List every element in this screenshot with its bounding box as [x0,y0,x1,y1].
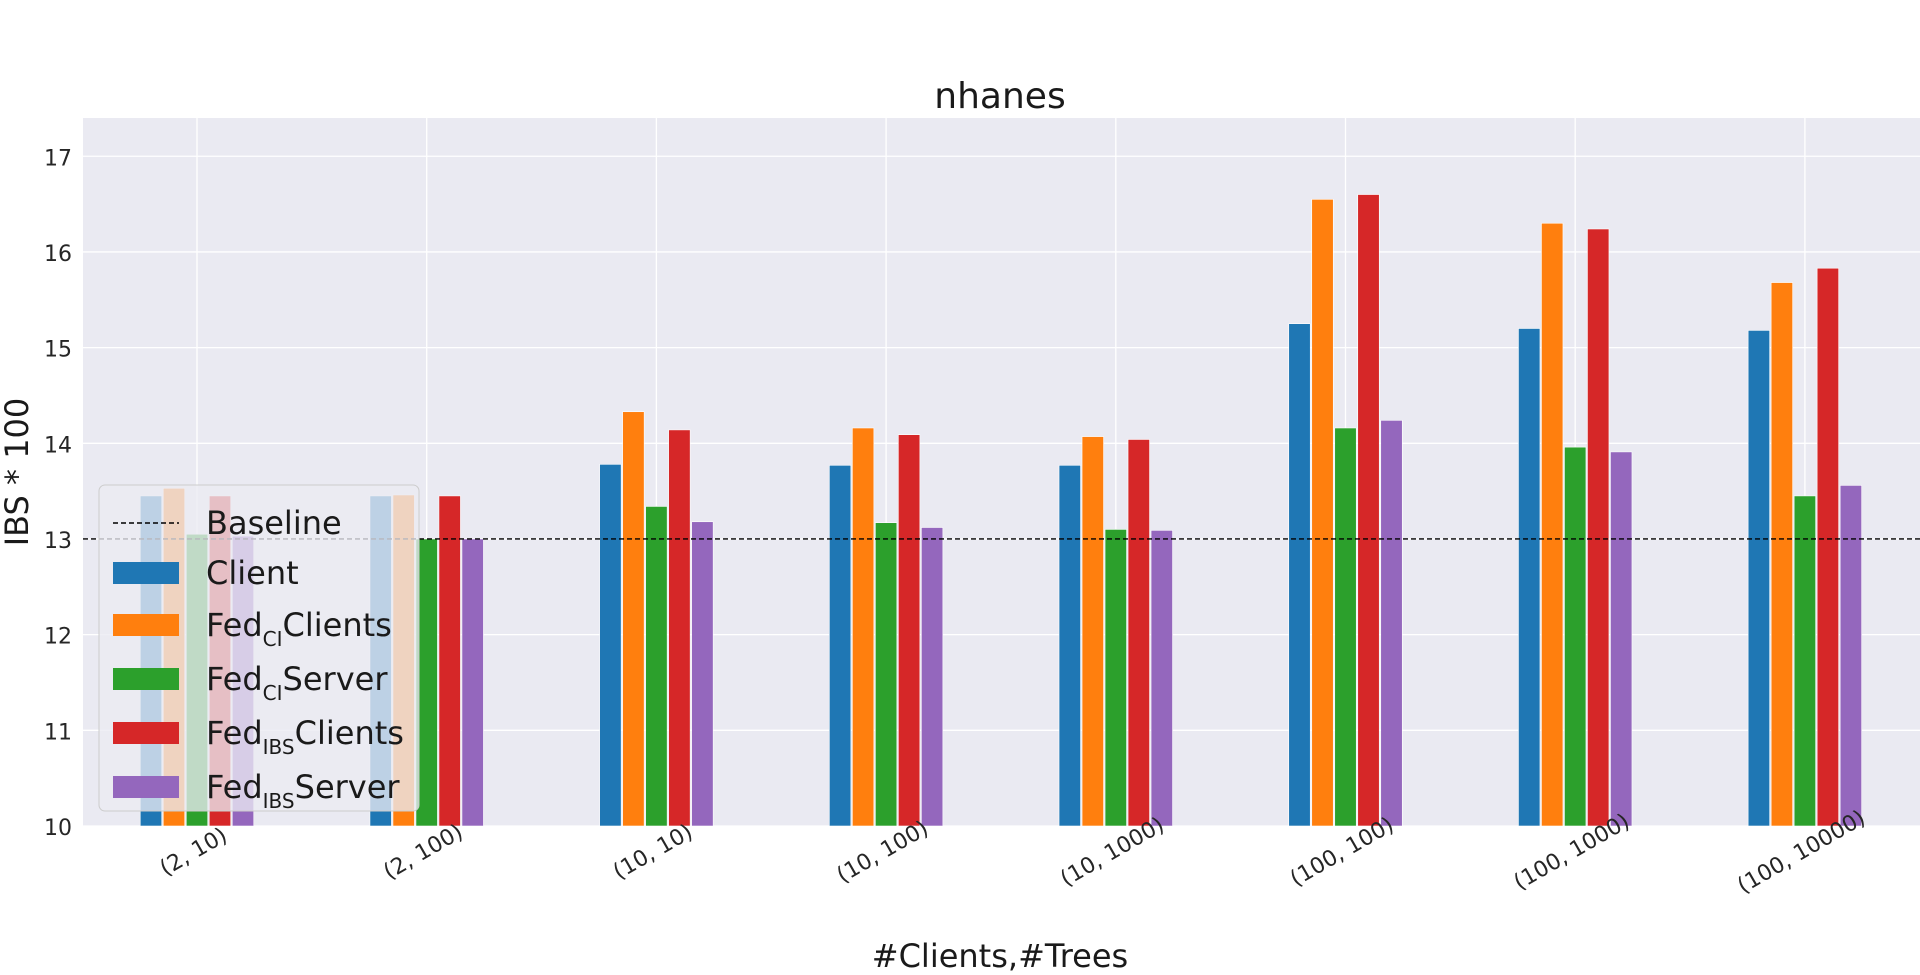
legend-label-baseline: Baseline [206,504,342,542]
x-tick-label: (2, 10) [156,823,232,881]
y-tick-label: 16 [44,242,72,267]
legend: Baseline Client FedCIClients FedCIServer Fed… [98,484,420,813]
bar-client-5 [1288,323,1311,827]
bar-fedciserver-3 [875,522,898,827]
bar-fedibsserver-6 [1610,451,1633,827]
y-tick-label: 11 [44,720,72,745]
bar-fedciserver-2 [645,506,668,827]
bar-fedibsserver-7 [1839,485,1862,827]
y-tick-label: 14 [44,433,72,458]
y-axis-label: IBS * 100 [0,398,36,547]
legend-label-fedibsserver: FedIBSServer [206,768,400,813]
bar-client-4 [1058,465,1081,827]
bar-fedibsclients-5 [1357,194,1380,827]
bar-fedciclients-3 [852,427,875,827]
legend-handle-fedibsserver [113,776,179,798]
bar-client-6 [1518,328,1541,827]
bar-fedciserver-4 [1104,529,1127,827]
bar-fedciclients-5 [1311,199,1334,827]
y-tick-label: 15 [44,338,72,363]
bar-fedciserver-6 [1564,446,1587,827]
x-axis-label: #Clients,#Trees [872,937,1128,975]
bar-client-7 [1747,330,1770,827]
bar-fedibsserver-1 [461,538,484,827]
x-tick-label: (2, 100) [379,820,467,885]
legend-label-client: Client [206,554,299,592]
legend-label-fedciserver: FedCIServer [206,660,388,705]
bar-fedciclients-4 [1081,436,1104,827]
bar-fedibsclients-1 [438,495,461,827]
bar-fedibsclients-4 [1127,439,1150,827]
y-tick-label: 12 [44,625,72,650]
y-tick-label: 17 [44,146,72,171]
bar-client-3 [829,465,852,827]
chart-title: nhanes [934,76,1065,117]
legend-handle-fedciclients [113,614,179,636]
legend-handle-fedciserver [113,668,179,690]
bar-fedciserver-7 [1793,495,1816,827]
bar-fedciclients-2 [622,411,645,827]
bar-fedciserver-5 [1334,427,1357,827]
legend-label-fedibsclients: FedIBSClients [206,714,404,759]
legend-handle-client [113,562,179,584]
legend-label-fedciclients: FedCIClients [206,606,392,651]
y-tick-label: 13 [44,529,72,554]
bar-fedibsserver-2 [691,521,714,827]
x-tick-label: (10, 100) [833,816,933,888]
bar-fedibsserver-4 [1150,530,1173,827]
bar-fedciclients-7 [1770,282,1793,827]
x-tick-label: (10, 10) [609,820,697,885]
bar-fedibsclients-6 [1587,228,1610,827]
bar-client-2 [599,464,622,827]
bar-fedibsserver-3 [921,527,944,827]
bar-fedibsclients-7 [1816,267,1839,827]
bar-fedibsserver-5 [1380,420,1403,827]
bar-fedibsclients-3 [898,434,921,827]
bar-fedibsclients-2 [668,429,691,827]
legend-handle-fedibsclients [113,722,179,744]
bar-fedciclients-6 [1541,222,1564,827]
y-tick-label: 10 [44,816,72,841]
